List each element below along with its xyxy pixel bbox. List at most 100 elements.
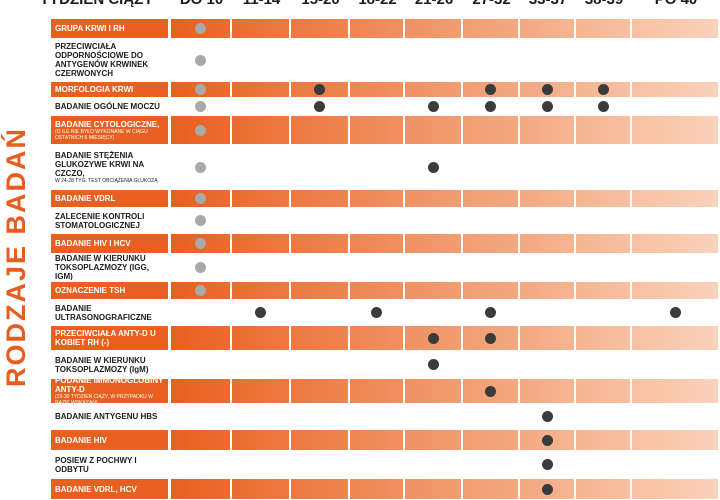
exam-dot xyxy=(314,101,325,112)
schedule-cell xyxy=(171,405,230,428)
exam-row-label: MORFOLOGIA KRWI xyxy=(51,82,168,97)
schedule-cell xyxy=(291,352,348,377)
schedule-cell xyxy=(232,430,289,450)
exam-row-label: BADANIE W KIERUNKU TOKSOPLAZMOZY (IGG, I… xyxy=(51,255,168,280)
schedule-cell xyxy=(232,405,289,428)
exam-dot-first-visit xyxy=(195,262,206,273)
exam-name: BADANIE VDRL xyxy=(55,194,116,203)
exam-dot-first-visit xyxy=(195,54,206,66)
schedule-cell xyxy=(291,255,348,280)
schedule-cell xyxy=(632,405,718,428)
exam-name: MORFOLOGIA KRWI xyxy=(55,85,134,94)
exam-dot-first-visit xyxy=(195,161,206,173)
exam-name: PRZECIWCIAŁA ANTY-D U KOBIET RH (-) xyxy=(55,329,156,347)
exam-name: BADANIE VDRL, HCV xyxy=(55,484,137,494)
schedule-cell xyxy=(632,19,718,38)
schedule-cell xyxy=(632,352,718,377)
schedule-cell xyxy=(576,209,630,232)
schedule-cell xyxy=(232,116,289,144)
schedule-cell xyxy=(405,379,461,403)
exam-row-label: PRZECIWCIAŁA ODPORNOŚCIOWE DO ANTYGENÓW … xyxy=(51,40,168,80)
schedule-cell xyxy=(632,99,718,114)
exam-dot-first-visit xyxy=(195,84,206,95)
week-column-header: 27-32 xyxy=(463,0,520,9)
schedule-cell xyxy=(405,405,461,428)
schedule-cell xyxy=(520,379,574,403)
exam-name: BADANIE OGÓLNE MOCZU xyxy=(55,102,160,111)
schedule-cell xyxy=(463,190,518,207)
schedule-cell xyxy=(350,255,403,280)
exam-row-label: BADANIE W KIERUNKU TOKSOPLAZMOZY (IgM) xyxy=(51,352,168,377)
exam-name: GRUPA KRWI I RH xyxy=(55,24,125,33)
schedule-cell xyxy=(350,82,403,97)
exam-dot-first-visit xyxy=(195,124,206,136)
schedule-cell xyxy=(232,190,289,207)
exam-name: BADANIE CYTOLOGICZNE, xyxy=(55,119,160,129)
exam-note: (O ILE NIE BYŁO WYKONANE W CIĄGU OSTATNI… xyxy=(55,128,148,141)
schedule-cell xyxy=(291,116,348,144)
schedule-cell xyxy=(350,282,403,299)
schedule-cell xyxy=(463,234,518,253)
schedule-cell xyxy=(350,40,403,80)
exam-dot xyxy=(669,307,681,318)
schedule-cell xyxy=(405,190,461,207)
schedule-cell xyxy=(171,430,230,450)
exam-row-label: PRZECIWCIAŁA ANTY-D U KOBIET RH (-) xyxy=(51,326,168,350)
schedule-cell xyxy=(520,301,574,324)
exam-row-label: GRUPA KRWI I RH xyxy=(51,19,168,38)
schedule-cell xyxy=(520,40,574,80)
exam-note: (28-30 TYDZIEŃ CIĄŻY, W PRZYPADKU W RAZI… xyxy=(55,394,153,403)
schedule-cell xyxy=(463,146,518,188)
exam-dot xyxy=(427,332,439,344)
schedule-cell xyxy=(576,19,630,38)
schedule-cell xyxy=(171,479,230,499)
schedule-cell xyxy=(520,234,574,253)
exam-dot xyxy=(597,101,609,112)
schedule-cell xyxy=(520,209,574,232)
week-column-header: PO 40 xyxy=(632,0,720,9)
exam-dot xyxy=(485,307,496,318)
schedule-cell xyxy=(405,234,461,253)
schedule-cell xyxy=(350,146,403,188)
schedule-cell xyxy=(463,116,518,144)
schedule-cell xyxy=(632,379,718,403)
schedule-cell xyxy=(291,146,348,188)
schedule-cell xyxy=(232,19,289,38)
exam-dot xyxy=(314,84,325,95)
schedule-cell xyxy=(520,146,574,188)
schedule-cell xyxy=(632,82,718,97)
schedule-cell xyxy=(520,282,574,299)
schedule-cell xyxy=(291,452,348,477)
exam-dot-first-visit xyxy=(195,23,206,34)
schedule-cell xyxy=(576,301,630,324)
exam-row-label: BADANIE HIV xyxy=(51,430,168,450)
schedule-cell xyxy=(350,352,403,377)
schedule-cell xyxy=(405,116,461,144)
week-label: TYDZIEŃ CIĄŻY xyxy=(40,0,170,9)
schedule-cell xyxy=(171,452,230,477)
schedule-cell xyxy=(291,19,348,38)
schedule-cell xyxy=(405,209,461,232)
schedule-cell xyxy=(232,282,289,299)
schedule-cell xyxy=(291,40,348,80)
schedule-cell xyxy=(520,116,574,144)
schedule-cell xyxy=(232,379,289,403)
schedule-cell xyxy=(232,99,289,114)
exam-name: BADANIE W KIERUNKU TOKSOPLAZMOZY (IGG, I… xyxy=(55,255,149,280)
exam-row-label: BADANIE CYTOLOGICZNE, (O ILE NIE BYŁO WYK… xyxy=(51,116,168,144)
week-column-header: 18-22 xyxy=(350,0,405,9)
schedule-cell xyxy=(350,326,403,350)
exam-row-label: BADANIE VDRL xyxy=(51,190,168,207)
exam-name: POSIEW Z POCHWY I ODBYTU xyxy=(55,455,137,474)
exam-name: BADANIE ULTRASONOGRAFICZNE xyxy=(55,303,152,322)
exam-dot xyxy=(255,307,266,318)
exam-name: BADANIE STĘŻENIA GLUKOZYWE KRWI NA CZCZO… xyxy=(55,150,144,178)
schedule-cell xyxy=(576,255,630,280)
schedule-cell xyxy=(171,326,230,350)
exam-dot xyxy=(541,411,553,422)
exam-dot xyxy=(541,434,553,446)
exam-dot-first-visit xyxy=(195,215,206,226)
schedule-cell xyxy=(232,234,289,253)
schedule-cell xyxy=(405,40,461,80)
